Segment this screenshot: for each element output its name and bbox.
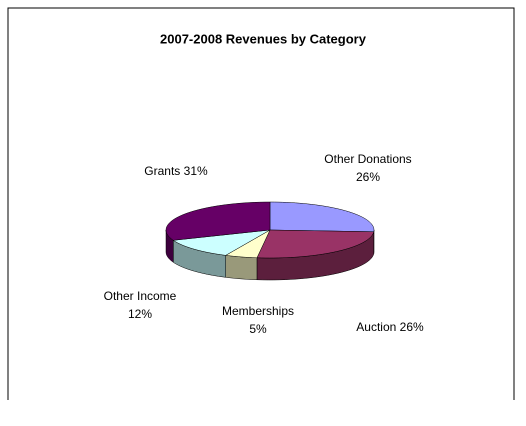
slice-value-label: 12% [128,307,152,321]
slice-label: Other Income [104,289,177,303]
slice-value-label: 26% [356,170,380,184]
slice-label-group: Grants 31% [144,164,208,178]
chart-title: 2007-2008 Revenues by Category [160,31,367,46]
slice-value-label: 5% [249,322,267,336]
slice-side [225,255,258,281]
slice-label: Auction [356,320,396,334]
slice-value-label: 26% [400,320,424,334]
slice-label: Grants [144,164,180,178]
slice-label: Memberships [222,304,294,318]
slice [172,229,271,256]
slice-label-group: Auction 26% [356,320,424,334]
slice-label: Other Donations [324,152,411,166]
slice [165,201,271,241]
chart-frame [7,7,515,400]
slice-value-label: 31% [184,164,208,178]
slice [224,229,271,259]
slice [269,201,375,233]
slice [256,229,375,259]
